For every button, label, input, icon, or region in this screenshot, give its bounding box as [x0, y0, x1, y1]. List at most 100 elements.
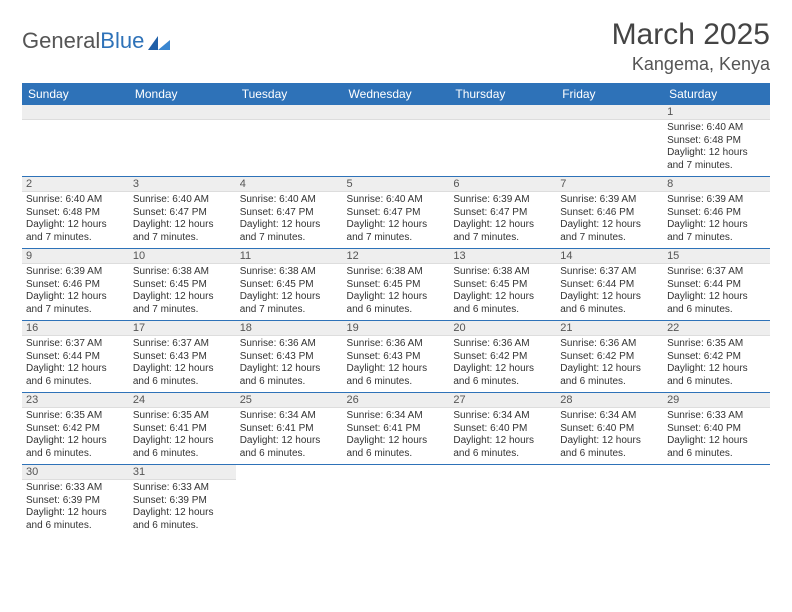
day-number: 30	[22, 465, 129, 480]
daylight-line2: and 7 minutes.	[560, 232, 659, 245]
daylight-line1: Daylight: 12 hours	[26, 363, 125, 376]
sunrise-text: Sunrise: 6:34 AM	[347, 410, 446, 423]
day-number: 26	[343, 393, 450, 408]
daylight-line1: Daylight: 12 hours	[26, 507, 125, 520]
sunrise-text: Sunrise: 6:39 AM	[667, 194, 766, 207]
day-details: Sunrise: 6:36 AMSunset: 6:43 PMDaylight:…	[236, 336, 343, 392]
day-details: Sunrise: 6:39 AMSunset: 6:46 PMDaylight:…	[556, 192, 663, 248]
weekday-wed: Wednesday	[343, 83, 450, 105]
calendar-row: 9Sunrise: 6:39 AMSunset: 6:46 PMDaylight…	[22, 249, 770, 321]
day-number: 4	[236, 177, 343, 192]
sunset-text: Sunset: 6:42 PM	[560, 351, 659, 364]
calendar-cell	[236, 105, 343, 177]
day-number: 27	[449, 393, 556, 408]
calendar-cell: 15Sunrise: 6:37 AMSunset: 6:44 PMDayligh…	[663, 249, 770, 321]
sunset-text: Sunset: 6:45 PM	[453, 279, 552, 292]
daylight-line2: and 7 minutes.	[240, 304, 339, 317]
sunset-text: Sunset: 6:44 PM	[560, 279, 659, 292]
daylight-line1: Daylight: 12 hours	[453, 363, 552, 376]
day-details: Sunrise: 6:34 AMSunset: 6:41 PMDaylight:…	[343, 408, 450, 464]
daylight-line1: Daylight: 12 hours	[560, 363, 659, 376]
daylight-line2: and 6 minutes.	[347, 376, 446, 389]
day-number: 15	[663, 249, 770, 264]
sunrise-text: Sunrise: 6:37 AM	[667, 266, 766, 279]
day-number: 13	[449, 249, 556, 264]
day-number: 12	[343, 249, 450, 264]
calendar-cell	[556, 105, 663, 177]
daylight-line2: and 6 minutes.	[667, 304, 766, 317]
sunset-text: Sunset: 6:41 PM	[240, 423, 339, 436]
day-details: Sunrise: 6:40 AMSunset: 6:47 PMDaylight:…	[236, 192, 343, 248]
sunrise-text: Sunrise: 6:33 AM	[26, 482, 125, 495]
daylight-line2: and 6 minutes.	[560, 376, 659, 389]
calendar-cell: 29Sunrise: 6:33 AMSunset: 6:40 PMDayligh…	[663, 393, 770, 465]
weekday-sat: Saturday	[663, 83, 770, 105]
sunset-text: Sunset: 6:42 PM	[453, 351, 552, 364]
sunrise-text: Sunrise: 6:40 AM	[667, 122, 766, 135]
day-number: 18	[236, 321, 343, 336]
daylight-line2: and 7 minutes.	[667, 160, 766, 173]
daylight-line1: Daylight: 12 hours	[240, 291, 339, 304]
day-number: 17	[129, 321, 236, 336]
day-details: Sunrise: 6:36 AMSunset: 6:42 PMDaylight:…	[449, 336, 556, 392]
calendar-cell: 10Sunrise: 6:38 AMSunset: 6:45 PMDayligh…	[129, 249, 236, 321]
calendar-cell: 3Sunrise: 6:40 AMSunset: 6:47 PMDaylight…	[129, 177, 236, 249]
daylight-line1: Daylight: 12 hours	[26, 435, 125, 448]
daylight-line2: and 6 minutes.	[26, 520, 125, 533]
calendar-cell: 9Sunrise: 6:39 AMSunset: 6:46 PMDaylight…	[22, 249, 129, 321]
weekday-thu: Thursday	[449, 83, 556, 105]
daylight-line1: Daylight: 12 hours	[347, 363, 446, 376]
calendar-row: 2Sunrise: 6:40 AMSunset: 6:48 PMDaylight…	[22, 177, 770, 249]
daylight-line1: Daylight: 12 hours	[133, 507, 232, 520]
sunrise-text: Sunrise: 6:37 AM	[560, 266, 659, 279]
day-number: 7	[556, 177, 663, 192]
daylight-line1: Daylight: 12 hours	[667, 219, 766, 232]
day-details: Sunrise: 6:35 AMSunset: 6:42 PMDaylight:…	[663, 336, 770, 392]
day-number: 28	[556, 393, 663, 408]
daylight-line2: and 6 minutes.	[560, 448, 659, 461]
daylight-line1: Daylight: 12 hours	[133, 219, 232, 232]
day-details: Sunrise: 6:34 AMSunset: 6:40 PMDaylight:…	[449, 408, 556, 464]
calendar-cell: 28Sunrise: 6:34 AMSunset: 6:40 PMDayligh…	[556, 393, 663, 465]
daylight-line2: and 6 minutes.	[347, 448, 446, 461]
sunrise-text: Sunrise: 6:36 AM	[453, 338, 552, 351]
sunset-text: Sunset: 6:44 PM	[26, 351, 125, 364]
sunrise-text: Sunrise: 6:35 AM	[26, 410, 125, 423]
daylight-line2: and 6 minutes.	[667, 376, 766, 389]
calendar-cell: 27Sunrise: 6:34 AMSunset: 6:40 PMDayligh…	[449, 393, 556, 465]
sunrise-text: Sunrise: 6:40 AM	[240, 194, 339, 207]
sunrise-text: Sunrise: 6:38 AM	[347, 266, 446, 279]
day-details: Sunrise: 6:37 AMSunset: 6:43 PMDaylight:…	[129, 336, 236, 392]
calendar-cell: 7Sunrise: 6:39 AMSunset: 6:46 PMDaylight…	[556, 177, 663, 249]
daylight-line2: and 6 minutes.	[453, 448, 552, 461]
sunset-text: Sunset: 6:40 PM	[560, 423, 659, 436]
day-details: Sunrise: 6:37 AMSunset: 6:44 PMDaylight:…	[663, 264, 770, 320]
calendar-cell: 8Sunrise: 6:39 AMSunset: 6:46 PMDaylight…	[663, 177, 770, 249]
daylight-line1: Daylight: 12 hours	[347, 435, 446, 448]
calendar-cell: 22Sunrise: 6:35 AMSunset: 6:42 PMDayligh…	[663, 321, 770, 393]
sunset-text: Sunset: 6:48 PM	[667, 135, 766, 148]
daylight-line1: Daylight: 12 hours	[347, 291, 446, 304]
day-details: Sunrise: 6:40 AMSunset: 6:48 PMDaylight:…	[663, 120, 770, 176]
sunset-text: Sunset: 6:47 PM	[133, 207, 232, 220]
daylight-line2: and 6 minutes.	[453, 376, 552, 389]
weekday-fri: Friday	[556, 83, 663, 105]
weekday-header: Sunday Monday Tuesday Wednesday Thursday…	[22, 83, 770, 105]
sunset-text: Sunset: 6:41 PM	[133, 423, 232, 436]
calendar-cell: 19Sunrise: 6:36 AMSunset: 6:43 PMDayligh…	[343, 321, 450, 393]
daylight-line1: Daylight: 12 hours	[133, 363, 232, 376]
day-number: 11	[236, 249, 343, 264]
page-header: GeneralBlue March 2025 Kangema, Kenya	[22, 18, 770, 75]
sunrise-text: Sunrise: 6:38 AM	[453, 266, 552, 279]
day-details: Sunrise: 6:39 AMSunset: 6:47 PMDaylight:…	[449, 192, 556, 248]
daylight-line1: Daylight: 12 hours	[26, 219, 125, 232]
day-number: 3	[129, 177, 236, 192]
day-number: 1	[663, 105, 770, 120]
calendar-cell: 30Sunrise: 6:33 AMSunset: 6:39 PMDayligh…	[22, 465, 129, 537]
calendar-cell: 2Sunrise: 6:40 AMSunset: 6:48 PMDaylight…	[22, 177, 129, 249]
sunrise-text: Sunrise: 6:35 AM	[133, 410, 232, 423]
calendar-cell: 4Sunrise: 6:40 AMSunset: 6:47 PMDaylight…	[236, 177, 343, 249]
daylight-line2: and 6 minutes.	[133, 448, 232, 461]
day-number: 19	[343, 321, 450, 336]
daylight-line2: and 7 minutes.	[667, 232, 766, 245]
